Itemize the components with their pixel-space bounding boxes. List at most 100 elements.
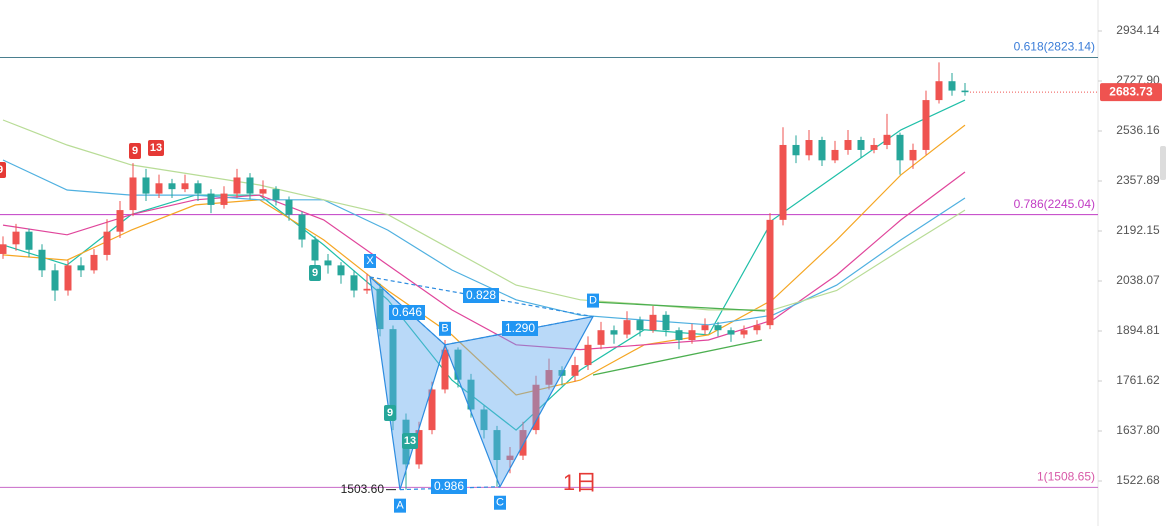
y-tick-label: 2038.07: [1116, 273, 1160, 287]
candle-body: [649, 314, 657, 331]
ratio-label: 1.290: [505, 321, 535, 335]
ratio-label: 0.646: [392, 305, 422, 319]
candle-body: [584, 344, 592, 366]
timeframe-label: 1日: [563, 470, 597, 495]
candle-body: [454, 349, 462, 380]
candle-body: [0, 244, 7, 254]
candle-body: [727, 330, 735, 335]
candle-body: [285, 199, 293, 215]
y-tick-label: 2536.16: [1116, 123, 1160, 137]
candle-body: [714, 325, 722, 331]
level-label: 0.618(2823.14): [1014, 40, 1095, 54]
candle-body: [233, 177, 241, 194]
point-badge: [364, 253, 376, 268]
candle-body: [324, 260, 332, 266]
point-badge: [439, 321, 451, 336]
count-badge: [148, 140, 164, 156]
point-badge: [494, 495, 506, 510]
candle-body: [155, 183, 163, 194]
candle-body: [12, 231, 20, 245]
candle-body: [376, 288, 384, 330]
candle-body: [844, 140, 852, 150]
candle-body: [545, 370, 553, 385]
candle-body: [441, 349, 449, 390]
candle-body: [688, 330, 696, 341]
candle-body: [363, 288, 371, 291]
candle-body: [922, 100, 930, 150]
candle-body: [207, 193, 215, 205]
candle-body: [623, 320, 631, 335]
candle-body: [259, 189, 267, 194]
candle-body: [246, 177, 254, 194]
count-label: 9: [0, 164, 3, 176]
candle-body: [532, 384, 540, 431]
candle-body: [428, 389, 436, 431]
y-tick-label: 2934.14: [1116, 23, 1160, 37]
candle-body: [51, 270, 59, 291]
level-label: 0.786(2245.04): [1014, 197, 1095, 211]
moving-average: [2, 99, 966, 431]
count-badge: [0, 162, 6, 178]
candle-body: [961, 90, 969, 93]
candle-body: [766, 219, 774, 326]
candle-body: [129, 177, 137, 211]
point-label: X: [366, 255, 374, 267]
candle-body: [701, 325, 709, 331]
count-badge: [129, 143, 141, 159]
candle-body: [415, 430, 423, 465]
candle-body: [870, 144, 878, 150]
candle-body: [480, 409, 488, 431]
candle-body: [298, 214, 306, 240]
candle-body: [181, 183, 189, 190]
count-label: 9: [387, 407, 393, 419]
candle-body: [38, 249, 46, 271]
candle-body: [597, 330, 605, 345]
last-price-label: 2683.73: [1109, 84, 1153, 98]
ratio-badge: [502, 321, 538, 336]
candle-body: [831, 149, 839, 161]
candle-body: [389, 329, 397, 420]
point-label: A: [396, 500, 404, 512]
point-label: B: [441, 323, 448, 335]
candle-body: [935, 81, 943, 101]
count-label: 9: [132, 145, 138, 157]
count-badge: [309, 265, 321, 281]
y-tick-label: 1761.62: [1116, 373, 1160, 387]
candle-body: [753, 325, 761, 331]
moving-average: [2, 119, 966, 311]
ratio-badge: [389, 305, 425, 320]
trend-line: [592, 301, 766, 312]
candle-body: [805, 140, 813, 156]
candle-body: [350, 275, 358, 291]
count-label: 13: [404, 435, 416, 447]
candle-body: [818, 140, 826, 161]
candle-body: [194, 183, 202, 194]
candle-body: [337, 265, 345, 276]
count-label: 13: [150, 142, 162, 154]
candle-body: [662, 314, 670, 331]
y-tick-label: 1894.81: [1116, 323, 1160, 337]
point-label: D: [589, 295, 597, 307]
ratio-label: 0.986: [434, 479, 464, 493]
candle-body: [220, 193, 228, 205]
candle-body: [883, 134, 891, 145]
y-tick-label: 2357.89: [1116, 173, 1160, 187]
point-label: C: [496, 497, 504, 509]
candle-body: [116, 210, 124, 232]
trend-line: [592, 339, 763, 376]
side-tab[interactable]: [1160, 146, 1166, 180]
candle-body: [740, 330, 748, 335]
candle-body: [675, 330, 683, 341]
count-label: 9: [312, 267, 318, 279]
candle-body: [142, 177, 150, 194]
candle-body: [857, 140, 865, 150]
candle-body: [103, 231, 111, 255]
y-tick-label: 1637.80: [1116, 423, 1160, 437]
candle-body: [77, 265, 85, 271]
low-price-label: 1503.60: [341, 482, 385, 496]
moving-average: [2, 124, 966, 396]
count-badge: [384, 405, 396, 421]
ratio-badge: [431, 479, 467, 494]
